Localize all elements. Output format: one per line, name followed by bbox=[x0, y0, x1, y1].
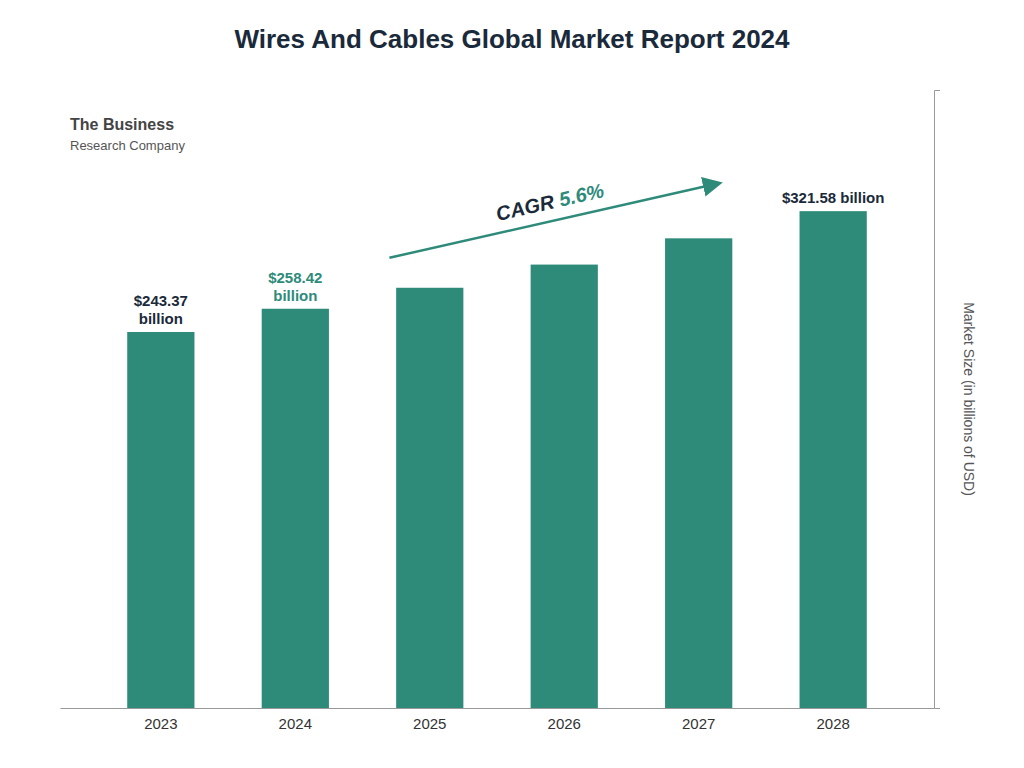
x-tick-label: 2024 bbox=[279, 715, 312, 732]
logo: The Business Research Company bbox=[70, 116, 185, 153]
logo-text: The Business bbox=[70, 116, 174, 133]
x-tick: 2027 bbox=[682, 715, 715, 732]
x-tick-label: 2023 bbox=[144, 715, 177, 732]
x-tick: 2028 bbox=[816, 715, 849, 732]
value-annotation: $321.58 billion bbox=[782, 189, 885, 206]
x-tick: 2024 bbox=[279, 715, 312, 732]
x-tick-label: 2026 bbox=[548, 715, 581, 732]
cagr-arrow bbox=[389, 183, 718, 257]
x-tick: 2025 bbox=[413, 715, 446, 732]
bar bbox=[262, 309, 329, 708]
y-axis bbox=[935, 91, 941, 709]
y-axis-line bbox=[935, 91, 941, 709]
x-axis-line bbox=[61, 708, 935, 709]
x-axis: 2023 2024 2025 2026 2027 2028 bbox=[61, 709, 935, 732]
x-tick-label: 2027 bbox=[682, 715, 715, 732]
logo-text: Research Company bbox=[70, 138, 185, 153]
plot: 202320242025202620272028$243.37billion$2… bbox=[61, 91, 941, 732]
x-tick-label: 2028 bbox=[816, 715, 849, 732]
y-axis-title: Market Size (in billions of USD) bbox=[961, 302, 977, 496]
title: Wires And Cables Global Market Report 20… bbox=[234, 24, 790, 54]
bar bbox=[396, 288, 463, 708]
x-tick-label: 2025 bbox=[413, 715, 446, 732]
chart: Wires And Cables Global Market Report 20… bbox=[0, 0, 1024, 768]
annotations: $243.37billion$258.42billion$321.58 bill… bbox=[70, 116, 884, 327]
cagr-label: CAGR 5.6% bbox=[494, 179, 606, 225]
bar bbox=[665, 238, 732, 708]
value-annotation: $258.42 bbox=[268, 269, 322, 286]
value-annotation: $243.37 bbox=[134, 292, 188, 309]
x-tick: 2026 bbox=[548, 715, 581, 732]
bar bbox=[531, 265, 598, 708]
bar bbox=[127, 332, 194, 708]
cagr-text: CAGR bbox=[494, 189, 562, 225]
cagr-text: 5.6% bbox=[557, 179, 607, 211]
x-tick: 2023 bbox=[144, 715, 177, 732]
bar bbox=[800, 211, 867, 708]
value-annotation: billion bbox=[139, 310, 183, 327]
bars bbox=[127, 211, 867, 708]
value-annotation: billion bbox=[273, 287, 317, 304]
